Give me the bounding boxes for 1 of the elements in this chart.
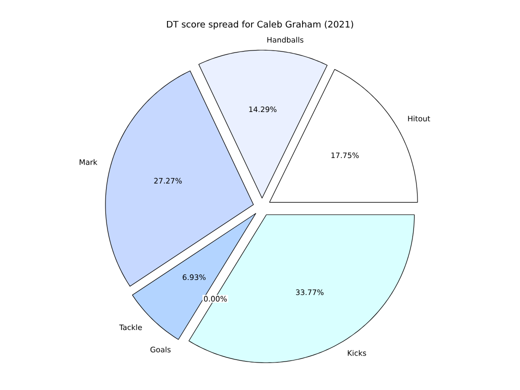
chart-title: DT score spread for Caleb Graham (2021) — [166, 20, 354, 30]
